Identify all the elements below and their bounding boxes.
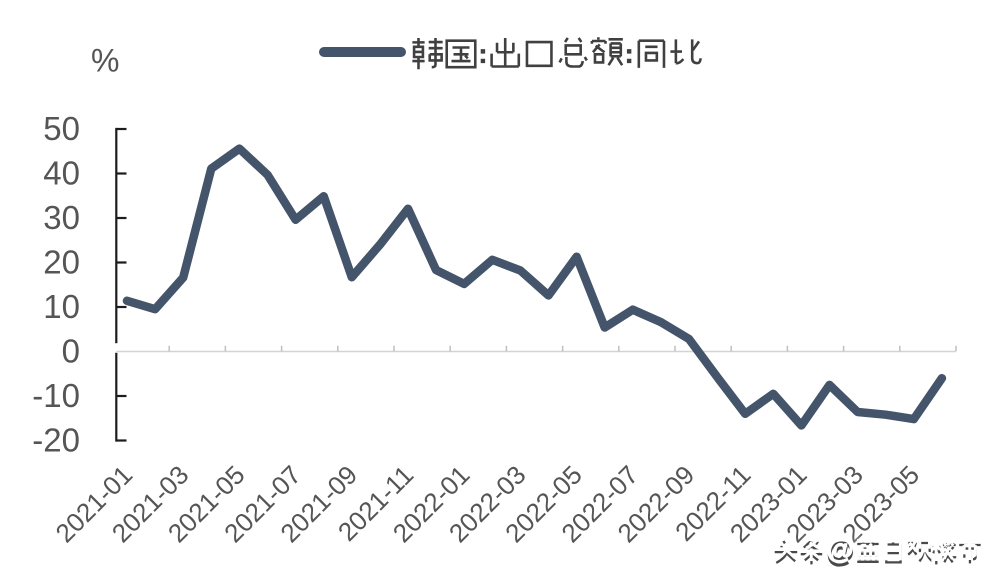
svg-text:0: 0 [62,333,80,370]
svg-text:10: 10 [43,288,80,325]
svg-text:50: 50 [43,110,80,147]
svg-text:-10: -10 [32,377,80,414]
svg-text:%: % [91,43,119,79]
svg-text:20: 20 [43,244,80,281]
svg-text:@: @ [827,534,854,565]
svg-text:40: 40 [43,155,80,192]
svg-text:@: @ [827,536,854,567]
svg-text:-20: -20 [32,422,80,459]
svg-text:@: @ [827,533,854,564]
svg-text:30: 30 [43,199,80,236]
